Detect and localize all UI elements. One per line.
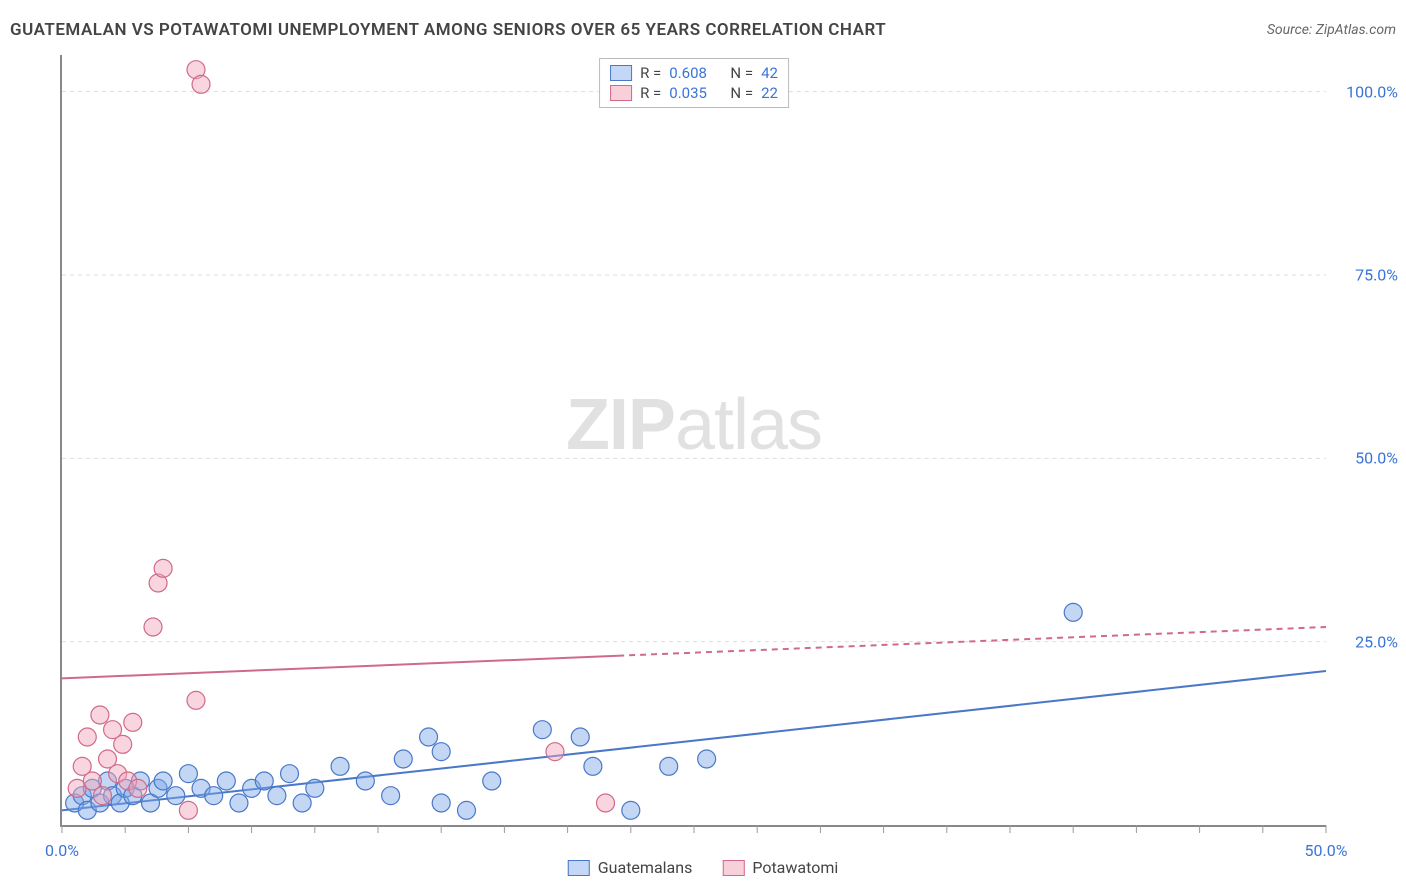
source-label: Source: ZipAtlas.com	[1267, 22, 1396, 38]
data-point	[179, 765, 197, 783]
legend-row-potawatomi: R = 0.035 N = 22	[610, 83, 778, 103]
y-tick-label: 25.0%	[1355, 632, 1398, 651]
data-point	[281, 765, 299, 783]
swatch-pink-icon	[610, 85, 632, 101]
data-point	[129, 779, 147, 797]
r-value-1: 0.608	[669, 64, 707, 82]
y-tick-label: 100.0%	[1346, 82, 1398, 101]
data-point	[124, 713, 142, 731]
n-label: N =	[730, 64, 753, 82]
series-legend: Guatemalans Potawatomi	[568, 858, 838, 877]
legend-row-guatemalans: R = 0.608 N = 42	[610, 63, 778, 83]
swatch-pink-icon	[722, 860, 744, 876]
data-point	[154, 772, 172, 790]
data-point	[114, 735, 132, 753]
data-point	[660, 757, 678, 775]
chart-title: GUATEMALAN VS POTAWATOMI UNEMPLOYMENT AM…	[10, 20, 886, 40]
data-point	[356, 772, 374, 790]
data-point	[432, 743, 450, 761]
data-point	[420, 728, 438, 746]
legend-label-1: Guatemalans	[598, 858, 693, 877]
legend-label-2: Potawatomi	[752, 858, 838, 877]
data-point	[432, 794, 450, 812]
data-point	[205, 787, 223, 805]
y-tick-label: 50.0%	[1355, 449, 1398, 468]
n-value-2: 22	[761, 84, 778, 102]
chart-svg	[62, 55, 1326, 825]
data-point	[268, 787, 286, 805]
data-point	[217, 772, 235, 790]
swatch-blue-icon	[568, 860, 590, 876]
plot-area: ZIPatlas R = 0.608 N = 42 R = 0.035 N = …	[60, 55, 1326, 827]
data-point	[622, 801, 640, 819]
data-point	[187, 691, 205, 709]
data-point	[230, 794, 248, 812]
n-label-2: N =	[730, 84, 753, 102]
data-point	[91, 706, 109, 724]
chart-header: GUATEMALAN VS POTAWATOMI UNEMPLOYMENT AM…	[10, 20, 1396, 40]
r-label: R =	[640, 64, 661, 82]
data-point	[293, 794, 311, 812]
data-point	[394, 750, 412, 768]
y-tick-label: 75.0%	[1355, 266, 1398, 285]
data-point	[192, 75, 210, 93]
x-tick-label: 50.0%	[1305, 841, 1348, 860]
data-point	[1064, 603, 1082, 621]
legend-item-potawatomi: Potawatomi	[722, 858, 838, 877]
data-point	[382, 787, 400, 805]
data-point	[93, 787, 111, 805]
data-point	[571, 728, 589, 746]
data-point	[306, 779, 324, 797]
data-point	[331, 757, 349, 775]
correlation-legend: R = 0.608 N = 42 R = 0.035 N = 22	[599, 58, 789, 108]
n-value-1: 42	[761, 64, 778, 82]
r-value-2: 0.035	[669, 84, 707, 102]
legend-item-guatemalans: Guatemalans	[568, 858, 693, 877]
data-point	[698, 750, 716, 768]
data-point	[144, 618, 162, 636]
data-point	[255, 772, 273, 790]
data-point	[546, 743, 564, 761]
data-point	[179, 801, 197, 819]
swatch-blue-icon	[610, 65, 632, 81]
x-tick-label: 0.0%	[45, 841, 79, 860]
data-point	[154, 559, 172, 577]
data-point	[533, 721, 551, 739]
data-point	[457, 801, 475, 819]
data-point	[597, 794, 615, 812]
data-point	[483, 772, 501, 790]
data-point	[167, 787, 185, 805]
r-label-2: R =	[640, 84, 661, 102]
data-point	[78, 728, 96, 746]
data-point	[584, 757, 602, 775]
